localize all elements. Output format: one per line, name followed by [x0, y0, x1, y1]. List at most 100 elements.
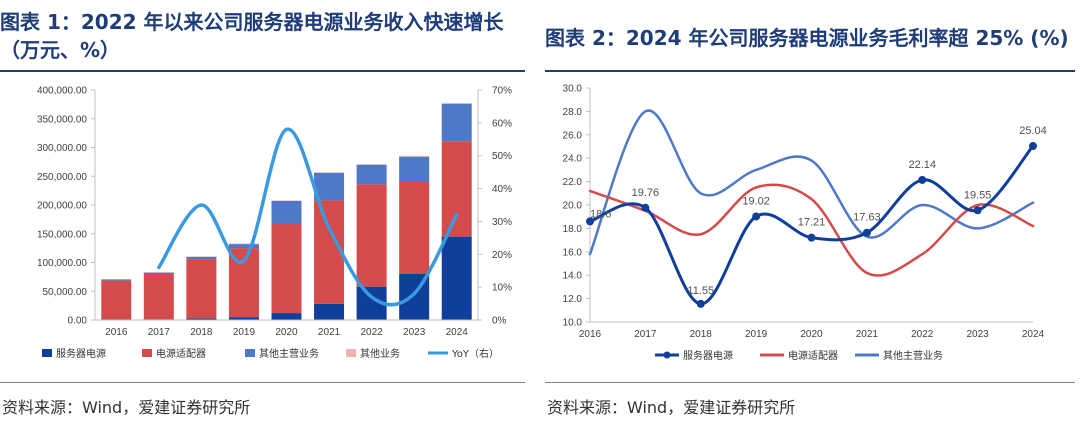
figure-1-title: 图表 1：2022 年以来公司服务器电源业务收入快速增长 （万元、%） [0, 8, 525, 64]
x-tick-label: 2024 [1022, 329, 1045, 340]
x-tick-label: 2016 [579, 329, 602, 340]
figure-2-bottom-rule [545, 382, 1075, 383]
bar-segment [186, 256, 217, 260]
figure-1-title-line1: 图表 1：2022 年以来公司服务器电源业务收入快速增长 [0, 10, 504, 34]
bar-segment [143, 272, 174, 274]
y-tick-label: 0.00 [68, 316, 88, 327]
bar-segment [314, 172, 345, 173]
data-point [807, 233, 816, 242]
y-tick-label: 22.0 [563, 177, 583, 188]
bar-segment [101, 280, 132, 320]
x-tick-label: 2019 [745, 329, 768, 340]
y2-tick-label: 60% [492, 118, 512, 129]
legend-label: 服务器电源 [683, 349, 733, 362]
x-tick-label: 2021 [318, 327, 341, 338]
data-label: 22.14 [908, 159, 936, 171]
y-tick-label: 400,000.00 [37, 86, 87, 97]
y2-tick-label: 20% [492, 250, 512, 261]
legend-label: YoY（右） [451, 347, 499, 360]
figure-1-title-line2: （万元、%） [0, 38, 121, 62]
bar-segment [271, 200, 302, 224]
bar-segment [186, 318, 217, 320]
series-line [588, 109, 1035, 256]
figure-2-panel: 图表 2：2024 年公司服务器电源业务毛利率超 25% (%) 30.0 28.… [545, 0, 1080, 426]
legend-label: 其他业务 [360, 347, 400, 360]
y-tick-label: 30.0 [563, 84, 583, 95]
figure-1-bottom-rule [0, 382, 525, 383]
bar-segment [228, 244, 259, 249]
x-tick-label: 2024 [446, 327, 469, 338]
revenue-stacked-bar-chart: 400,000.00 350,000.00 300,000.00 250,000.00… [37, 86, 512, 361]
data-label: 17.21 [798, 217, 826, 229]
bar-segment [186, 259, 217, 319]
x-tick-label: 2019 [233, 327, 256, 338]
y2-tick-label: 10% [492, 283, 512, 294]
x-tick-label: 2023 [967, 329, 990, 340]
y-tick-label: 50,000.00 [43, 287, 88, 298]
legend-label: 其他主营业务 [883, 349, 943, 362]
bar-segment [228, 317, 259, 320]
figure-1-source: 资料来源：Wind，爱建证券研究所 [2, 398, 251, 417]
figure-1-panel: 图表 1：2022 年以来公司服务器电源业务收入快速增长 （万元、%） 400,… [0, 0, 535, 426]
data-point [1029, 142, 1037, 151]
y-tick-label: 28.0 [563, 107, 583, 118]
legend-label: 电源适配器 [788, 349, 838, 362]
y2-tick-label: 70% [492, 86, 512, 97]
series-line [588, 183, 1035, 277]
y-tick-label: 10.0 [563, 318, 583, 329]
x-tick-label: 2020 [800, 329, 823, 340]
bar-segment [314, 172, 345, 201]
y-tick-label: 24.0 [563, 154, 583, 165]
y-tick-label: 300,000.00 [37, 143, 87, 154]
y-tick-label: 200,000.00 [37, 201, 87, 212]
figure-1-title-rule [0, 70, 525, 72]
bar-segment [314, 200, 345, 304]
x-tick-label: 2023 [403, 327, 426, 338]
gross-margin-line-chart: 30.0 28.0 26.0 24.0 22.0 20.0 18.0 16.0 14.0 12.0… [563, 84, 1047, 363]
bar-segment [271, 200, 302, 201]
bar-segment [441, 103, 472, 142]
y-tick-label: 26.0 [563, 130, 583, 141]
legend-label: 其他主营业务 [259, 347, 319, 360]
data-point [918, 175, 927, 184]
x-tick-label: 2017 [634, 329, 657, 340]
data-label: 19.55 [964, 189, 992, 201]
data-label: 25.04 [1019, 125, 1047, 137]
x-tick-label: 2016 [105, 327, 128, 338]
y2-tick-label: 50% [492, 151, 512, 162]
x-tick-label: 2018 [690, 329, 713, 340]
bar-segment [399, 182, 430, 274]
legend-swatch [142, 349, 152, 357]
data-label: 17.63 [853, 212, 881, 224]
data-point [586, 217, 594, 226]
legend-swatch [245, 349, 255, 357]
data-point [641, 203, 650, 212]
data-label: 11.55 [687, 285, 714, 297]
y-tick-label: 100,000.00 [37, 258, 87, 269]
y-tick-label: 350,000.00 [37, 114, 87, 125]
bar-segment [271, 223, 302, 314]
legend-swatch [42, 349, 52, 357]
x-tick-label: 2020 [275, 327, 298, 338]
legend-label: 电源适配器 [156, 347, 206, 360]
x-tick-label: 2021 [856, 329, 879, 340]
y-tick-label: 20.0 [563, 201, 583, 212]
y-tick-label: 250,000.00 [37, 172, 87, 183]
bar-segment [228, 243, 259, 245]
y-tick-label: 14.0 [563, 271, 583, 282]
y-tick-label: 150,000.00 [37, 229, 87, 240]
legend-swatch [346, 349, 356, 357]
bar-segment [399, 156, 430, 182]
bar-segment [314, 303, 345, 320]
y-tick-label: 12.0 [563, 294, 583, 305]
y-tick-label: 16.0 [563, 247, 583, 258]
yoy-line [157, 127, 459, 307]
y2-tick-label: 0% [492, 316, 507, 327]
figure-2-title: 图表 2：2024 年公司服务器电源业务毛利率超 25% (%) [545, 26, 1069, 50]
data-point [752, 212, 761, 221]
data-label: 18.6 [590, 208, 611, 220]
x-tick-label: 2018 [190, 327, 213, 338]
y2-tick-label: 30% [492, 217, 512, 228]
figure-2-source: 资料来源：Wind，爱建证券研究所 [547, 398, 796, 417]
data-label: 19.76 [632, 187, 660, 199]
